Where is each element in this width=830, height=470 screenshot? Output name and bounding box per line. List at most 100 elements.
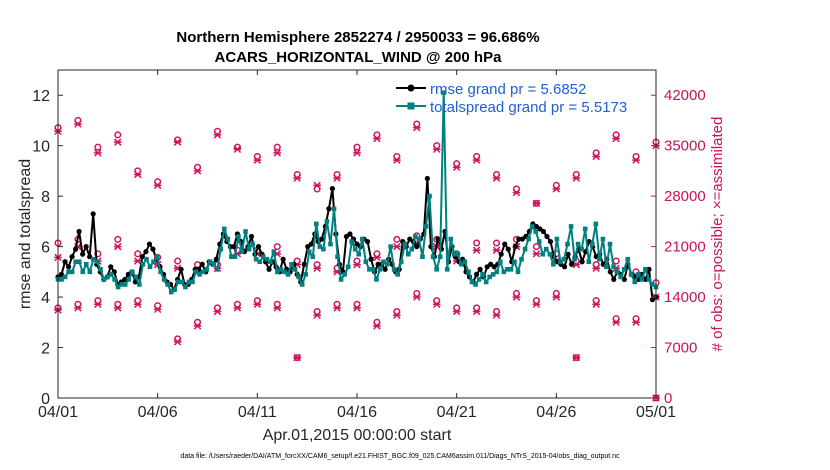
- spread-point: [607, 241, 613, 247]
- spread-point: [101, 277, 107, 282]
- rmse-point: [498, 251, 504, 257]
- spread-point: [292, 267, 298, 272]
- spread-point: [494, 269, 500, 275]
- obs-assimilated-marker: [213, 131, 222, 139]
- spread-point: [452, 251, 457, 257]
- spread-point: [420, 254, 425, 260]
- spread-point: [593, 221, 599, 227]
- x-tick-label: 05/01: [636, 404, 676, 421]
- obs-assimilated-marker: [452, 307, 461, 316]
- spread-point: [229, 254, 234, 260]
- obs-assimilated-marker: [532, 300, 541, 309]
- spread-point: [611, 264, 616, 270]
- obs-assimilated-marker: [153, 305, 162, 314]
- y-tick-label: 2: [41, 341, 50, 358]
- spread-point: [253, 256, 259, 262]
- rmse-point: [347, 231, 353, 237]
- rmse-point: [611, 276, 617, 283]
- rmse-point: [502, 241, 508, 247]
- spread-point: [260, 254, 266, 260]
- spread-point: [621, 267, 627, 272]
- obs-possible-marker: [473, 239, 481, 247]
- plot-area: [58, 70, 656, 398]
- spread-point: [66, 269, 71, 275]
- spread-point: [246, 246, 252, 252]
- spread-point: [515, 269, 521, 275]
- obs-assimilated-marker: [233, 145, 242, 154]
- obs-assimilated-marker: [632, 156, 640, 164]
- spread-point: [561, 256, 567, 262]
- spread-point: [154, 254, 160, 260]
- series-line-spread: [58, 91, 657, 293]
- spread-point: [448, 236, 454, 242]
- x-tick-label: 04/01: [38, 404, 78, 421]
- obs-possible-marker: [532, 243, 540, 251]
- obs-assimilated-marker: [632, 318, 640, 327]
- spread-point: [618, 274, 623, 280]
- obs-assimilated-marker: [193, 322, 202, 330]
- spread-point: [554, 236, 560, 242]
- spread-point: [455, 251, 461, 257]
- spread-point: [628, 272, 634, 277]
- spread-point: [512, 259, 517, 265]
- spread-point: [186, 279, 192, 285]
- y-axis-left: 0 2 4 6 8 10 12: [32, 88, 63, 408]
- rmse-point: [621, 276, 627, 283]
- rmse-point: [301, 261, 307, 267]
- spread-point: [381, 259, 386, 265]
- legend-marker-spread: [407, 102, 415, 110]
- series-lines: [55, 90, 659, 303]
- spread-point: [469, 279, 475, 285]
- y2-tick-label: 7000: [664, 340, 697, 357]
- spread-point: [437, 254, 443, 260]
- obs-assimilated-marker: [572, 353, 581, 362]
- y2-tick-label: 28000: [664, 188, 706, 205]
- spread-point: [225, 236, 231, 242]
- rmse-point: [364, 238, 371, 245]
- obs-assimilated-marker: [373, 322, 381, 330]
- obs-possible-marker: [134, 250, 142, 258]
- spread-point: [317, 244, 323, 249]
- rmse-point: [213, 256, 219, 262]
- spread-point: [250, 241, 255, 247]
- rmse-point: [150, 246, 156, 252]
- spread-point: [94, 259, 100, 265]
- y2-tick-label: 21000: [664, 239, 706, 256]
- rmse-point: [178, 266, 184, 272]
- rmse-point: [76, 228, 82, 235]
- spread-point: [243, 229, 248, 234]
- obs-assimilated-marker: [393, 156, 401, 164]
- spread-point: [73, 259, 78, 265]
- obs-assimilated-marker: [313, 264, 321, 272]
- chart-subtitle: ACARS_HORIZONTAL_WIND @ 200 hPa: [215, 49, 503, 66]
- spread-point: [275, 269, 280, 275]
- spread-point: [165, 282, 170, 287]
- rmse-point: [505, 246, 511, 252]
- rmse-point: [424, 175, 430, 182]
- y-tick-label: 10: [32, 139, 50, 156]
- spread-point: [558, 259, 563, 265]
- spread-point: [526, 236, 531, 242]
- obs-assimilated-marker: [432, 300, 441, 309]
- spread-point: [331, 206, 337, 212]
- obs-assimilated-marker: [592, 152, 600, 161]
- spread-point: [413, 234, 418, 239]
- spread-point: [352, 246, 358, 252]
- spread-point: [140, 261, 146, 267]
- spread-point: [508, 267, 514, 272]
- obs-assimilated-marker: [293, 353, 301, 362]
- obs-assimilated-marker: [193, 167, 202, 175]
- y-tick-label: 0: [41, 391, 50, 408]
- spread-point: [391, 267, 397, 272]
- spread-point: [522, 246, 528, 252]
- spread-point: [183, 284, 188, 290]
- x-tick-label: 04/26: [536, 404, 576, 421]
- spread-point: [406, 251, 411, 257]
- obs-assimilated-marker: [153, 181, 162, 190]
- obs-assimilated-marker: [572, 174, 581, 182]
- spread-point: [547, 251, 553, 257]
- x-tick-label: 04/11: [238, 404, 277, 421]
- rmse-point: [329, 185, 335, 192]
- spread-point: [536, 239, 542, 244]
